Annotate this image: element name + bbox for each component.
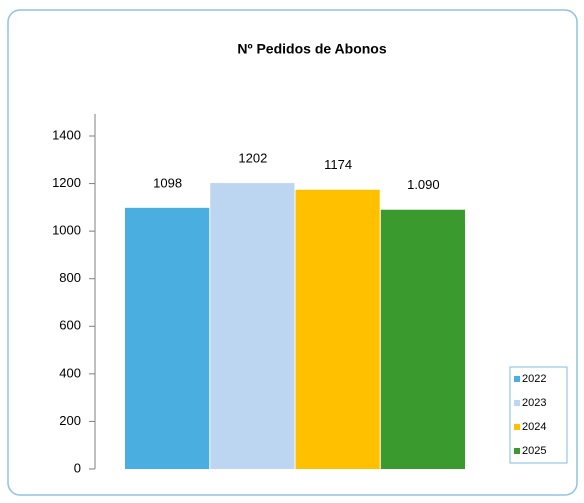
bar <box>210 183 295 470</box>
y-tick-label: 1200 <box>52 175 81 190</box>
legend-swatch <box>514 400 520 406</box>
data-label: 1098 <box>153 175 182 190</box>
y-tick-label: 1000 <box>52 223 81 238</box>
legend-swatch <box>514 424 520 430</box>
legend-box <box>509 366 568 464</box>
data-label: 1202 <box>238 151 267 166</box>
bar <box>295 189 380 469</box>
legend-label: 2024 <box>522 421 546 433</box>
bar <box>380 209 465 469</box>
legend-label: 2023 <box>522 397 546 409</box>
y-tick-label: 1400 <box>52 127 81 142</box>
y-tick-label: 0 <box>74 460 81 475</box>
data-label: 1174 <box>324 157 352 172</box>
y-tick-label: 400 <box>59 365 81 380</box>
y-tick-label: 200 <box>59 413 81 428</box>
y-tick-label: 800 <box>59 270 81 285</box>
legend-label: 2025 <box>522 445 546 457</box>
data-label: 1.090 <box>407 177 440 192</box>
legend-swatch <box>514 376 520 382</box>
chart-title: Nº Pedidos de Abonos <box>237 41 386 57</box>
legend-label: 2022 <box>522 373 546 385</box>
y-tick-label: 600 <box>59 318 81 333</box>
bar <box>125 207 210 469</box>
legend-swatch <box>514 448 520 454</box>
